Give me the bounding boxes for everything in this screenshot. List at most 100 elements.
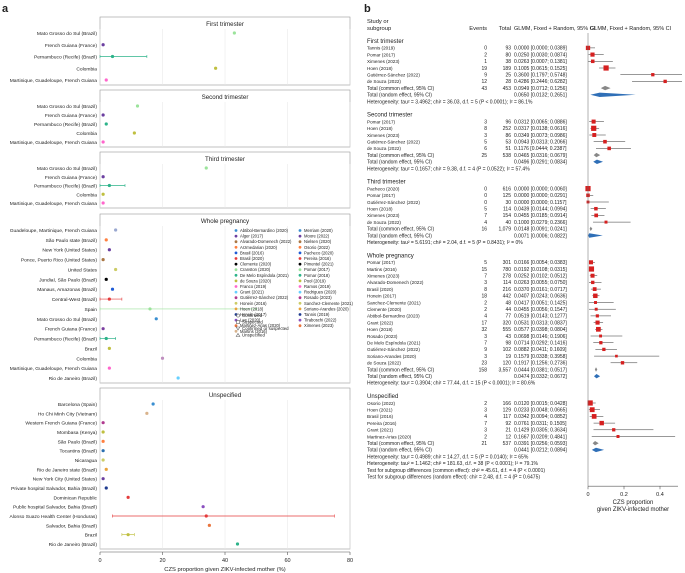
panel-a-point <box>204 514 208 518</box>
panel-b-events: 9 <box>484 347 487 353</box>
legend-study-swatch <box>234 301 238 305</box>
panel-b-study-name: Ximenes (2023) <box>367 274 400 279</box>
legend-study-swatch <box>298 234 302 238</box>
legend-study-label: Soriano-Arandes (2020) <box>304 306 349 311</box>
legend-study-label: Cranston (2020) <box>240 267 271 272</box>
legend-study-swatch <box>234 296 238 300</box>
panel-b-ci: 0.0519 [0.0143; 0.1277] <box>514 314 567 320</box>
legend-study-swatch <box>298 290 302 294</box>
panel-b-ci: 0.0882 [0.0411; 0.1609] <box>514 347 567 353</box>
panel-b-random-ci: 0.0441 [0.0212; 0.0894] <box>514 448 567 454</box>
panel-a-row-label: Brazil <box>85 533 97 539</box>
panel-a-point <box>104 486 108 490</box>
legend-study-swatch <box>298 296 302 300</box>
panel-b-common-label: Total (common effect, 95% CI) <box>367 367 434 373</box>
panel-b-ci: 0.0192 [0.0108; 0.0315] <box>514 267 567 273</box>
panel-a-point <box>104 336 108 341</box>
panel-b-events: 32 <box>481 327 487 333</box>
panel-b-events: 4 <box>484 314 487 320</box>
panel-b-events: 4 <box>484 220 487 226</box>
panel-b-events: 4 <box>484 414 487 420</box>
panel-a-row-label: Dominican Republic <box>54 495 98 501</box>
panel-b-header-ci: GLMM, Fixed + Random, 95% CI <box>514 26 596 32</box>
panel-b-heterogeneity: Heterogeneity: tau² = 5.6191; chi² = 2.0… <box>367 240 523 246</box>
legend-study-swatch <box>298 313 302 316</box>
legend-study-swatch <box>234 229 238 232</box>
panel-a-point <box>114 228 118 232</box>
panel-b-study-marker <box>593 293 598 299</box>
panel-b-total: 38 <box>505 59 511 65</box>
panel-a-x-tick-label: 40 <box>222 558 228 564</box>
panel-b-random-ci: 0.0071 [0.0006; 0.0822] <box>514 233 567 239</box>
panel-a-row-label: Colombia <box>76 356 97 362</box>
panel-a-point <box>101 430 105 434</box>
panel-a-row-label: Salvador, Bahia (Brazil) <box>46 523 97 529</box>
panel-b-ci: 0.1429 [0.0305; 0.3634] <box>514 428 567 434</box>
panel-b-total: 43 <box>505 334 511 340</box>
panel-b-x-tick-label: 0 <box>586 492 589 498</box>
panel-b-ci: 0.0531 [0.0313; 0.0837] <box>514 320 567 326</box>
legend-study-label: Pomar (2017) <box>304 267 330 272</box>
panel-b-study-marker <box>590 52 595 57</box>
legend-study-swatch <box>234 307 238 311</box>
legend-study-label: Ximenes (2023) <box>304 323 334 328</box>
panel-b-random-label: Total (random effect, 95% CI) <box>367 93 432 99</box>
panel-b-common-ci: 0.0391 [0.0256; 0.0593] <box>514 441 567 447</box>
panel-b-study-name: Ximenes (2023) <box>367 59 400 64</box>
panel-a-group-title: Third trimester <box>205 156 245 163</box>
legend-study-label: Clemente (2020) <box>240 262 272 267</box>
panel-a-point <box>107 366 111 370</box>
panel-b-study-marker <box>615 354 618 358</box>
legend-marker-confirmed-icon <box>236 313 240 318</box>
panel-b-total: 92 <box>505 421 511 427</box>
legend-study-label: Rosado (2023) <box>304 295 332 300</box>
legend-study-label: Arzmedarian (2020) <box>240 245 278 250</box>
panel-b-random-ci: 0.0496 [0.0291; 0.0834] <box>514 160 567 166</box>
panel-b-events: 3 <box>484 334 487 340</box>
legend-marker-either-icon <box>235 326 241 331</box>
legend-study-label: Rodrigues (2020) <box>304 290 337 295</box>
panel-b-ci: 0.0455 [0.0185; 0.0914] <box>514 213 567 219</box>
legend-study-swatch <box>234 262 238 266</box>
panel-b-study-marker <box>592 133 597 137</box>
panel-a-row-label: Mato Grosso do Sul (Brazil) <box>37 104 97 110</box>
panel-b-ci: 0.0417 [0.0051; 0.1425] <box>514 300 567 306</box>
panel-b-events: 3 <box>484 408 487 414</box>
legend-study-label: Pimentel (2021) <box>304 262 334 267</box>
panel-b-total: 129 <box>503 408 512 414</box>
panel-b-ci: 0.0000 [0.0000; 0.0389] <box>514 46 567 52</box>
panel-b-events: 2 <box>484 401 487 407</box>
panel-b-study-name: de Souza (2022) <box>367 220 401 225</box>
panel-b-study-name: Honein (2017) <box>367 294 397 299</box>
panel-a-row-label: Guadeloupe, Martinique, French Guiana <box>10 228 98 234</box>
panel-a-row-label: Colombia <box>76 192 97 198</box>
panel-b-ci: 0.1579 [0.0338; 0.3958] <box>514 354 567 360</box>
panel-b-random-diamond <box>590 92 636 97</box>
panel-b-study-name: Osorio (2022) <box>367 401 396 406</box>
panel-b-study-marker <box>663 79 667 84</box>
panel-b-study-name: Brasil (2016) <box>367 414 394 419</box>
panel-a-point <box>207 523 211 527</box>
panel-b-events: 18 <box>481 294 487 300</box>
panel-b-ci: 0.0714 [0.0292; 0.1416] <box>514 341 567 347</box>
panel-b-total: 102 <box>503 347 512 353</box>
panel-a-row-label: Manaus, Amazonas (Brazil) <box>37 287 97 293</box>
legend-study-swatch <box>234 257 238 260</box>
panel-b-events: 17 <box>481 320 487 326</box>
legend-study-swatch <box>298 301 302 305</box>
panel-b-study-marker <box>599 334 603 338</box>
panel-b-common-diamond <box>594 367 598 372</box>
legend-marker-unspecified-icon <box>235 332 241 337</box>
panel-b-common-ci: 0.0949 [0.0712; 0.1256] <box>514 86 567 92</box>
panel-b-group-title: Third trimester <box>367 180 406 186</box>
panel-a-point <box>176 376 180 380</box>
panel-b-total: 96 <box>505 119 511 125</box>
panel-b-study-name: Pacheco (2020) <box>367 186 400 191</box>
panel-a-group-title: Second trimester <box>202 94 249 101</box>
panel-b-ci: 0.0455 [0.0056; 0.1547] <box>514 307 567 313</box>
panel-b-study-marker <box>588 260 594 265</box>
panel-b-events: 2 <box>484 52 487 58</box>
panel-b-ci: 0.0263 [0.0007; 0.1381] <box>514 59 567 65</box>
panel-b-common-events: 16 <box>481 227 487 233</box>
panel-a-x-axis-label: CZS proportion given ZIKV-infected mothe… <box>164 567 286 573</box>
